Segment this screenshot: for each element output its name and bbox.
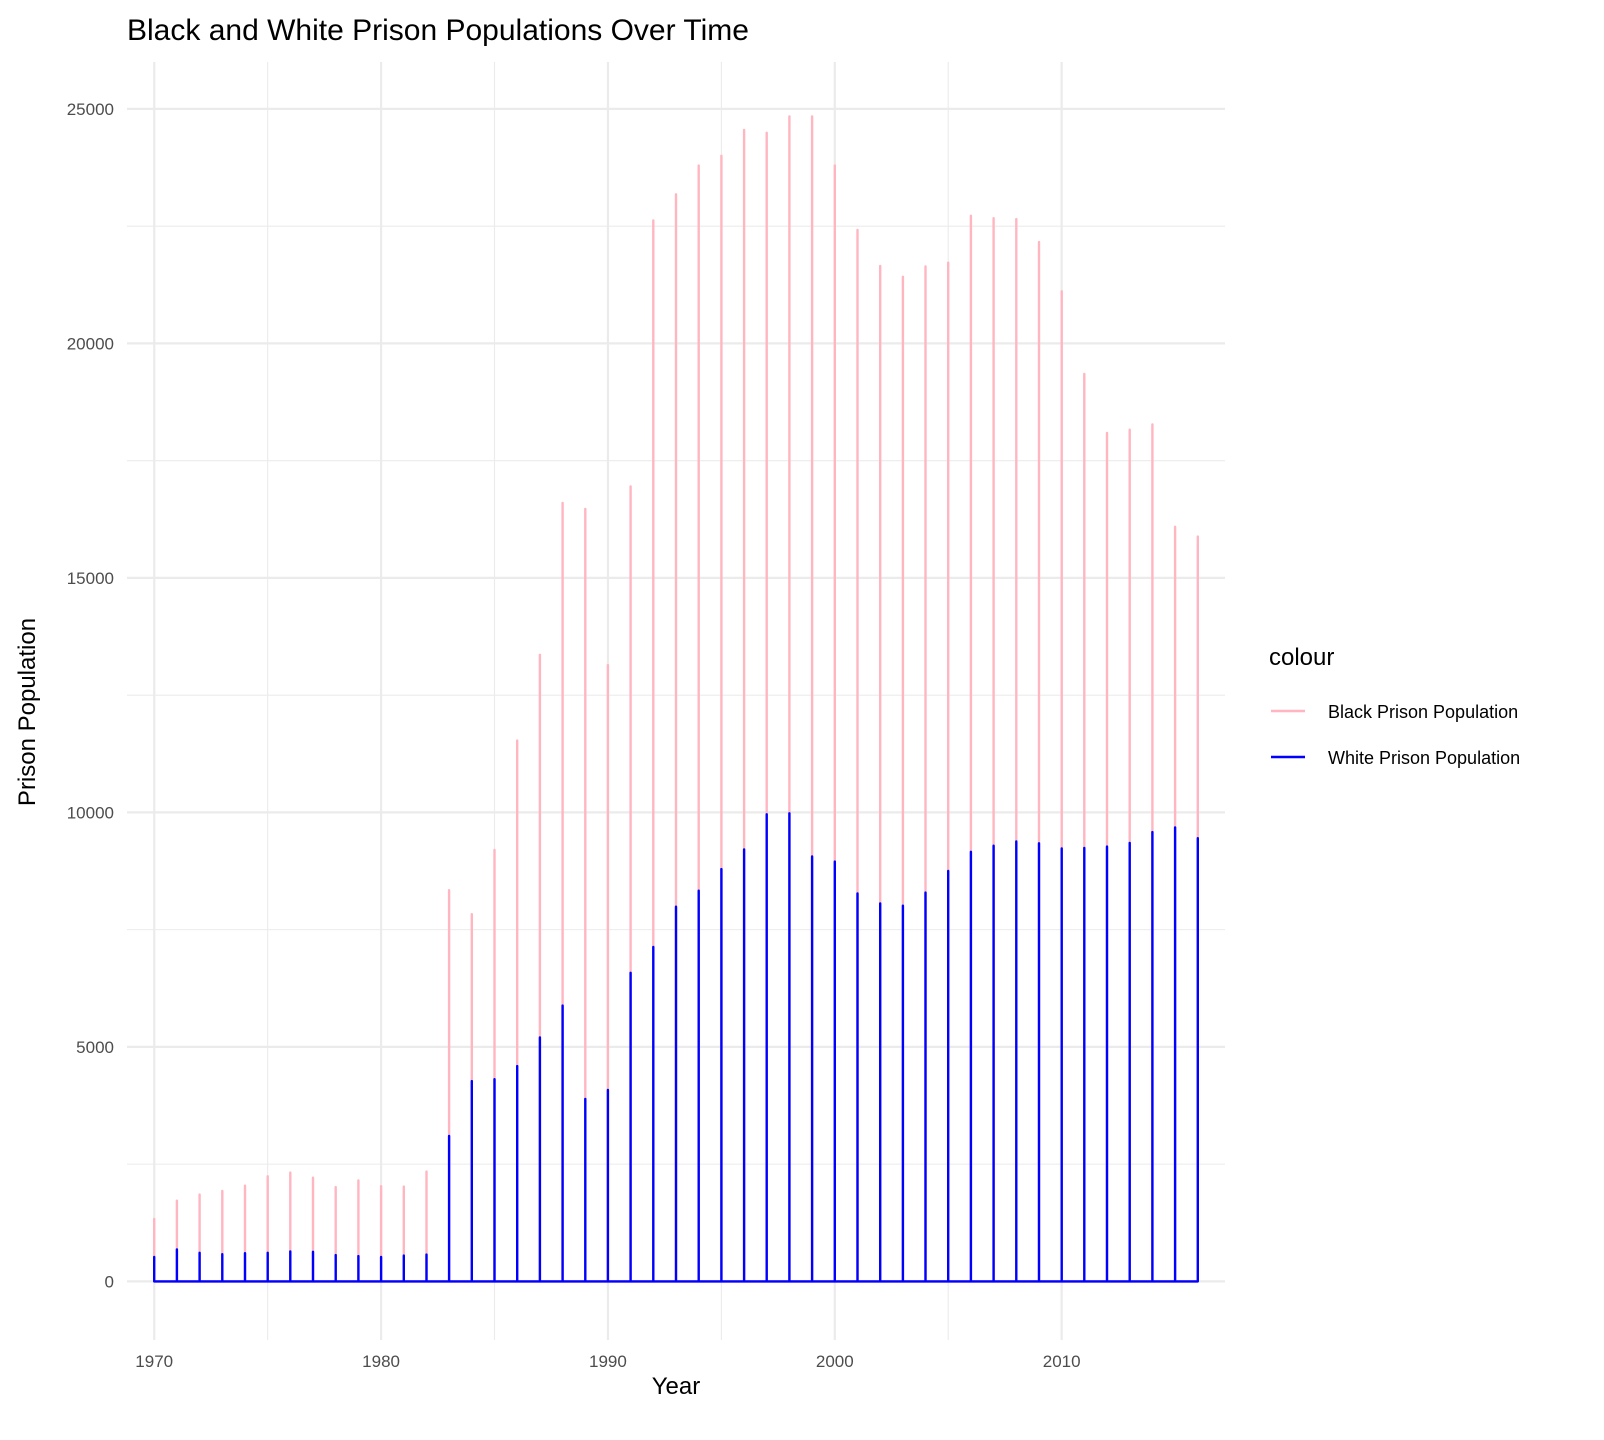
x-tick-label: 2000 bbox=[816, 1352, 854, 1371]
legend-label-white: White Prison Population bbox=[1328, 748, 1520, 768]
y-axis-title: Prison Population bbox=[14, 618, 41, 806]
series-layer bbox=[153, 115, 1199, 1283]
y-tick-label: 0 bbox=[105, 1272, 114, 1291]
y-tick-labels: 0 5000 10000 15000 20000 25000 bbox=[67, 100, 114, 1291]
legend-title: colour bbox=[1269, 644, 1334, 671]
y-tick-label: 20000 bbox=[67, 334, 114, 353]
y-tick-label: 15000 bbox=[67, 569, 114, 588]
x-tick-label: 2010 bbox=[1043, 1352, 1081, 1371]
x-tick-labels: 1970 1980 1990 2000 2010 bbox=[135, 1352, 1080, 1371]
x-tick-label: 1980 bbox=[362, 1352, 400, 1371]
series-line-white bbox=[153, 812, 1199, 1283]
y-tick-label: 25000 bbox=[67, 100, 114, 119]
legend: colour Black Prison Population White Pri… bbox=[1269, 644, 1520, 768]
chart-title: Black and White Prison Populations Over … bbox=[127, 14, 749, 47]
x-tick-label: 1990 bbox=[589, 1352, 627, 1371]
legend-label-black: Black Prison Population bbox=[1328, 702, 1518, 722]
x-tick-label: 1970 bbox=[135, 1352, 173, 1371]
y-tick-label: 10000 bbox=[67, 803, 114, 822]
y-tick-label: 5000 bbox=[76, 1038, 114, 1057]
x-axis-title: Year bbox=[652, 1373, 701, 1400]
